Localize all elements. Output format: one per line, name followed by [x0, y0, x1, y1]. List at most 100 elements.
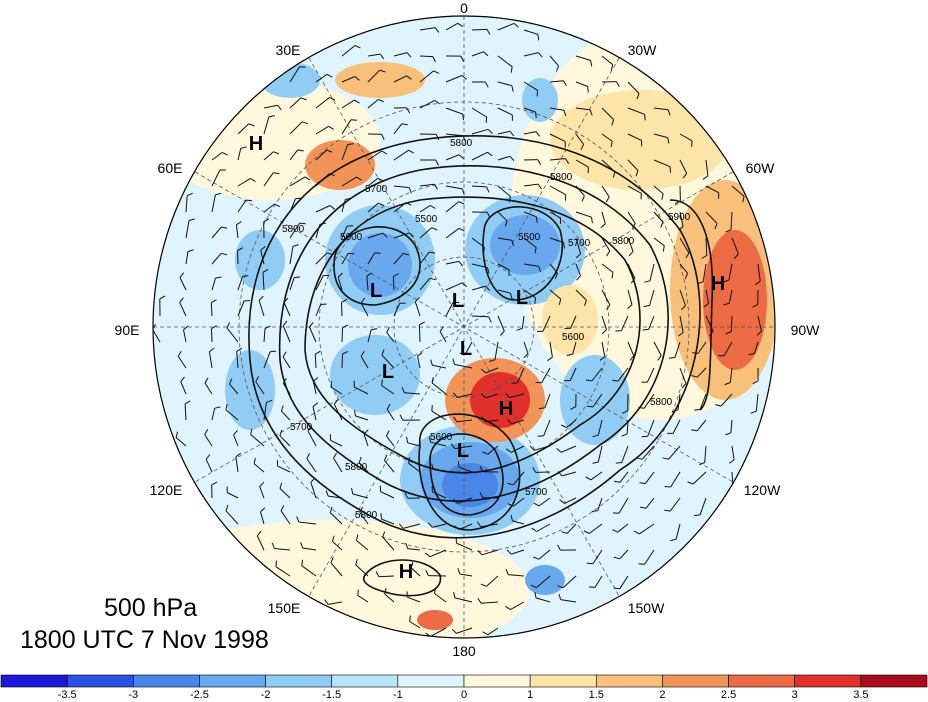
- wind-barb: [730, 211, 733, 230]
- wind-barb: [263, 151, 274, 161]
- wind-barb: [590, 471, 603, 481]
- wind-barb-flag: [610, 64, 614, 71]
- wind-barb: [620, 315, 629, 331]
- wind-barb-flag: [326, 149, 333, 153]
- wind-barb: [280, 510, 291, 525]
- wind-barb-flag: [304, 176, 311, 181]
- colorbar-swatch: [397, 674, 465, 688]
- wind-barb-flag: [657, 355, 662, 361]
- wind-barb: [386, 435, 395, 447]
- wind-barb-flag: [481, 416, 486, 422]
- colorbar-tick-label: 2: [659, 689, 666, 701]
- wind-barb-flag: [380, 513, 382, 520]
- wind-barb: [471, 263, 488, 269]
- wind-barb-flag: [535, 111, 537, 118]
- wind-barb: [561, 471, 577, 477]
- wind-barb-flag: [510, 66, 513, 73]
- wind-barb: [512, 497, 525, 507]
- wind-barb-flag: [636, 93, 640, 100]
- wind-barb: [705, 211, 718, 224]
- wind-barb: [672, 419, 681, 434]
- wind-barb-flag: [505, 605, 511, 611]
- wind-barb: [393, 202, 407, 213]
- wind-barb-flag: [611, 119, 615, 126]
- wind-barb: [549, 211, 561, 219]
- wind-barb: [253, 463, 265, 473]
- wind-barb: [315, 304, 322, 317]
- wind-barb: [328, 601, 343, 605]
- wind-barb: [263, 402, 267, 421]
- wind-barb-flag: [297, 149, 304, 152]
- wind-barb: [704, 445, 707, 463]
- wind-barb: [471, 237, 485, 248]
- wind-barb: [330, 386, 343, 395]
- wind-barb-flag: [511, 240, 515, 247]
- wind-barb: [731, 237, 739, 255]
- wind-barb-flag: [187, 192, 193, 197]
- wind-barb: [619, 549, 629, 560]
- wind-barb-flag: [337, 272, 343, 278]
- wind-barb-flag: [431, 463, 434, 470]
- wind-barb: [601, 315, 607, 330]
- wind-barb-flag: [612, 529, 618, 533]
- wind-barb-flag: [643, 304, 650, 308]
- wind-barb-flag: [458, 261, 464, 267]
- wind-barb: [699, 393, 707, 410]
- wind-barb-flag: [638, 407, 645, 409]
- wind-barb: [263, 328, 266, 343]
- height-contours: [248, 135, 714, 597]
- wind-barb: [393, 52, 408, 57]
- colorbar-swatch: [794, 674, 862, 688]
- wind-barb: [237, 123, 249, 135]
- wind-barb: [445, 227, 460, 239]
- wind-barb-flag: [377, 177, 384, 182]
- wind-barb: [275, 566, 291, 577]
- wind-barb: [617, 523, 629, 533]
- wind-barb-flag: [482, 631, 489, 636]
- wind-barb: [653, 185, 664, 195]
- wind-barb: [471, 128, 489, 135]
- wind-barb: [283, 302, 291, 317]
- wind-barb-flag: [260, 507, 266, 513]
- wind-barb: [282, 325, 291, 343]
- wind-barb: [627, 237, 634, 252]
- wind-barb: [256, 535, 265, 551]
- wind-barb: [367, 202, 379, 213]
- wind-barb-flag: [450, 443, 456, 449]
- wind-barb: [575, 211, 592, 218]
- wind-barb: [569, 367, 577, 381]
- wind-barb-flag: [482, 451, 488, 455]
- wind-barb-flag: [282, 320, 288, 327]
- wind-barb-flag: [533, 556, 539, 560]
- wind-barb: [419, 99, 436, 109]
- wind-barb: [639, 523, 655, 535]
- wind-barb-flag: [378, 202, 384, 206]
- wind-barb: [649, 263, 655, 281]
- wind-barb: [367, 99, 379, 109]
- wind-barb: [508, 574, 525, 577]
- longitude-label-150w: 150W: [627, 600, 665, 616]
- wind-barb: [418, 324, 421, 343]
- wind-barb: [566, 523, 577, 534]
- wind-barb-flag: [457, 22, 463, 28]
- wind-barb: [601, 133, 613, 142]
- longitude-label-150e: 150E: [267, 600, 301, 616]
- colorbar-tick-label: -3.5: [57, 689, 77, 701]
- wind-barb-flag: [660, 221, 664, 228]
- low-center-label: L: [457, 440, 469, 462]
- wind-barb: [653, 341, 662, 356]
- wind-barb: [512, 520, 525, 525]
- wind-barb: [699, 497, 707, 516]
- wind-barb: [653, 107, 669, 111]
- wind-barb: [392, 276, 395, 291]
- wind-barb-flag: [310, 477, 316, 483]
- wind-barb: [627, 341, 635, 356]
- wind-barb-flag: [274, 203, 281, 208]
- wind-barb-flag: [508, 196, 511, 203]
- colorbar-tick-label: 3: [791, 689, 798, 701]
- wind-barb: [646, 367, 655, 383]
- wind-barb-flag: [282, 351, 287, 358]
- wind-barb-flag: [516, 327, 523, 331]
- wind-barb-flag: [684, 273, 689, 279]
- wind-barb: [430, 441, 447, 447]
